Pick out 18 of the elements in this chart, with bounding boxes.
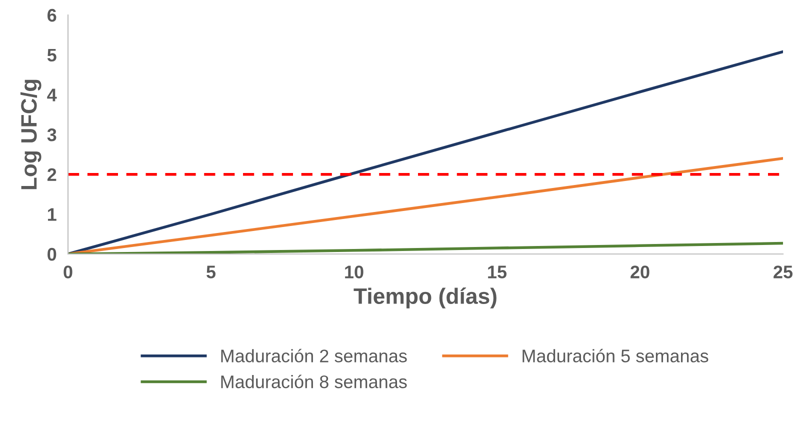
y-tick-label: 1 [48,208,56,221]
x-tick-label: 5 [206,266,216,278]
x-tick-label: 25 [774,266,793,278]
legend-label: Maduración 2 semanas [221,348,407,362]
x-tick-label: 0 [64,266,72,278]
y-tick-label: 4 [47,88,57,102]
x-tick-label: 10 [345,266,364,278]
x-tick-label: 15 [488,266,507,278]
y-tick-label: 0 [48,248,56,261]
x-tick-label: 20 [630,266,650,278]
y-tick-label: 6 [48,8,56,22]
legend-label: Maduración 8 semanas [221,374,407,388]
x-axis-title: Tiempo (días) [354,288,496,308]
y-tick-label: 5 [47,48,56,62]
legend-label: Maduración 5 semanas [522,348,708,362]
y-tick-label: 2 [47,168,56,181]
y-tick-label: 3 [47,128,56,142]
y-axis-title: Log UFC/g [20,80,42,190]
